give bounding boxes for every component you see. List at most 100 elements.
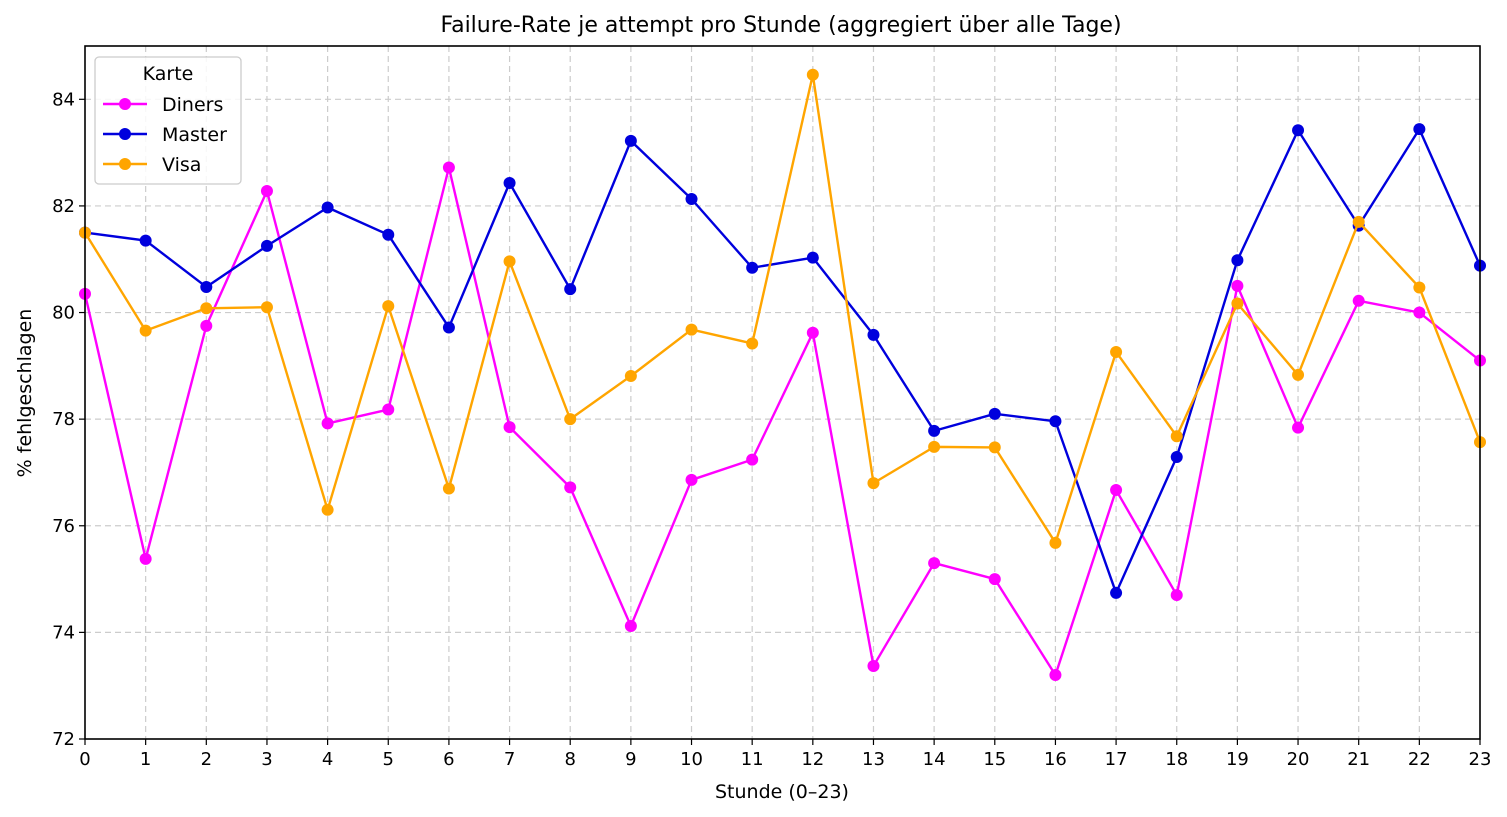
data-point-master bbox=[806, 251, 819, 264]
data-point-master bbox=[1292, 124, 1305, 137]
data-point-diners bbox=[503, 421, 516, 434]
data-point-diners bbox=[1352, 294, 1365, 307]
data-point-visa bbox=[139, 324, 152, 337]
x-tick-label: 14 bbox=[923, 749, 946, 770]
data-point-diners bbox=[442, 161, 455, 174]
data-point-diners bbox=[685, 473, 698, 486]
data-point-master bbox=[321, 201, 334, 214]
legend: Karte Diners Master Visa bbox=[94, 56, 242, 185]
data-point-visa bbox=[260, 301, 273, 314]
data-point-visa bbox=[1170, 430, 1183, 443]
data-point-diners bbox=[1110, 484, 1123, 497]
x-tick-label: 3 bbox=[261, 749, 272, 770]
series-layer bbox=[79, 68, 1486, 682]
chart-title: Failure-Rate je attempt pro Stunde (aggr… bbox=[440, 13, 1121, 38]
legend-item-visa: Visa bbox=[103, 154, 201, 176]
data-point-visa bbox=[382, 300, 395, 313]
data-point-master bbox=[624, 134, 637, 147]
data-point-master bbox=[1049, 415, 1062, 428]
y-tick-label: 72 bbox=[52, 729, 75, 750]
data-point-visa bbox=[564, 413, 577, 426]
data-point-master bbox=[260, 239, 273, 252]
legend-items: Diners Master Visa bbox=[103, 94, 227, 176]
x-tick-label: 18 bbox=[1165, 749, 1188, 770]
legend-item-diners: Diners bbox=[103, 94, 223, 116]
x-tick-label: 5 bbox=[383, 749, 394, 770]
data-point-visa bbox=[1413, 281, 1426, 294]
data-point-diners bbox=[746, 453, 759, 466]
data-point-master bbox=[1413, 123, 1426, 136]
x-tick-label: 15 bbox=[983, 749, 1006, 770]
data-point-diners bbox=[867, 659, 880, 672]
series-diners bbox=[79, 161, 1486, 682]
series-visa bbox=[79, 68, 1486, 549]
x-tick-label: 20 bbox=[1287, 749, 1310, 770]
y-tick-label: 82 bbox=[52, 196, 75, 217]
x-tick-label: 0 bbox=[79, 749, 90, 770]
data-point-diners bbox=[988, 573, 1001, 586]
data-point-diners bbox=[624, 619, 637, 632]
legend-item-master: Master bbox=[103, 124, 227, 146]
data-point-visa bbox=[1292, 368, 1305, 381]
data-point-diners bbox=[1231, 279, 1244, 292]
data-point-visa bbox=[200, 302, 213, 315]
data-point-master bbox=[867, 328, 880, 341]
data-point-visa bbox=[928, 440, 941, 453]
legend-swatch-marker bbox=[119, 98, 131, 110]
data-point-visa bbox=[1352, 215, 1365, 228]
legend-label: Visa bbox=[162, 154, 201, 176]
data-point-master bbox=[1231, 254, 1244, 267]
legend-swatch-marker bbox=[119, 128, 131, 140]
data-point-diners bbox=[1170, 589, 1183, 602]
data-point-diners bbox=[139, 552, 152, 565]
data-point-master bbox=[564, 283, 577, 296]
series-line-master bbox=[84, 127, 1482, 595]
data-point-master bbox=[139, 234, 152, 247]
x-tick-label: 6 bbox=[443, 749, 454, 770]
data-point-visa bbox=[685, 323, 698, 336]
data-point-diners bbox=[1292, 421, 1305, 434]
y-axis-label: % fehlgeschlagen bbox=[14, 309, 36, 478]
data-point-diners bbox=[321, 417, 334, 430]
data-point-visa bbox=[624, 369, 637, 382]
x-tick-label: 19 bbox=[1226, 749, 1249, 770]
data-point-visa bbox=[867, 477, 880, 490]
x-axis-label: Stunde (0–23) bbox=[715, 781, 849, 803]
y-tick-label: 84 bbox=[52, 89, 75, 110]
data-point-visa bbox=[1110, 345, 1123, 358]
x-tick-label: 4 bbox=[322, 749, 333, 770]
data-point-diners bbox=[1049, 669, 1062, 682]
data-point-master bbox=[200, 280, 213, 293]
data-point-visa bbox=[746, 337, 759, 350]
series-line-visa bbox=[83, 73, 1482, 545]
data-point-visa bbox=[988, 441, 1001, 454]
x-tick-label: 2 bbox=[201, 749, 212, 770]
x-tick-label: 23 bbox=[1469, 749, 1492, 770]
x-tick-label: 7 bbox=[504, 749, 515, 770]
data-point-master bbox=[685, 192, 698, 205]
data-point-diners bbox=[1413, 306, 1426, 319]
legend-box bbox=[94, 56, 242, 185]
y-axis: 72 74 76 78 80 82 84 bbox=[52, 89, 85, 750]
data-point-visa bbox=[321, 503, 334, 516]
legend-label: Diners bbox=[162, 94, 223, 116]
legend-swatch-marker bbox=[119, 158, 131, 170]
x-tick-label: 1 bbox=[140, 749, 151, 770]
data-point-diners bbox=[564, 481, 577, 494]
x-tick-label: 9 bbox=[625, 749, 636, 770]
y-tick-label: 76 bbox=[52, 516, 75, 537]
data-point-visa bbox=[503, 255, 516, 268]
legend-label: Master bbox=[162, 124, 227, 146]
x-tick-label: 16 bbox=[1044, 749, 1067, 770]
data-point-visa bbox=[1049, 536, 1062, 549]
x-tick-label: 12 bbox=[801, 749, 824, 770]
data-point-diners bbox=[260, 184, 273, 197]
series-line-diners bbox=[83, 166, 1481, 677]
x-axis: 0 1 2 3 4 5 6 7 8 9 10 11 12 13 14 15 16 17 18 19 20 21 22 23 bbox=[79, 739, 1491, 770]
x-tick-label: 10 bbox=[680, 749, 703, 770]
x-tick-label: 21 bbox=[1347, 749, 1370, 770]
data-point-master bbox=[442, 321, 455, 334]
data-point-diners bbox=[382, 403, 395, 416]
